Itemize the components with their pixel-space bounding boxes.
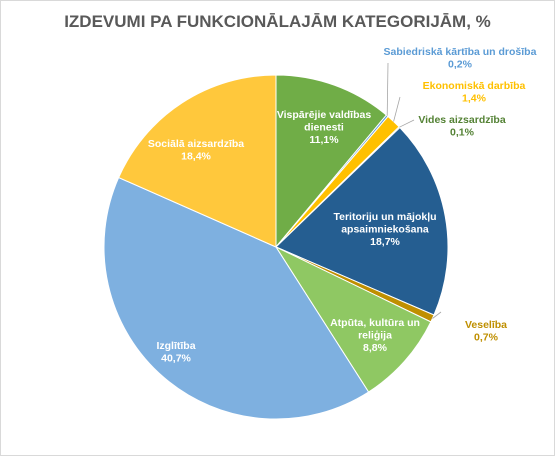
pie-slice-7 xyxy=(274,245,432,393)
slice-value-9: 18,4% xyxy=(181,151,211,163)
slice-value-5: 18,7% xyxy=(370,236,400,248)
pie-slice-9 xyxy=(118,74,277,248)
slice-value-8: 40,7% xyxy=(161,353,191,365)
pie-slice-5 xyxy=(275,126,449,316)
slice-label-3: Ekonomiskā darbība xyxy=(423,80,526,92)
slice-label-4: Vides aizsardzība xyxy=(418,114,506,126)
slice-value-7: 8,8% xyxy=(363,342,388,354)
leader-line-2 xyxy=(386,62,389,116)
slice-label-9: Sociālā aizsardzība xyxy=(148,138,244,150)
pie-slice-1 xyxy=(275,74,388,249)
leader-line-6 xyxy=(432,311,442,319)
slice-label-2: Sabiedriskā kārtība un drošība xyxy=(384,46,537,58)
slice-value-1: 11,1% xyxy=(309,134,339,146)
slice-value-2: 0,2% xyxy=(448,59,473,71)
slice-value-3: 1,4% xyxy=(462,93,487,105)
slice-label-8: Izglītība xyxy=(156,340,195,352)
pie-slice-8 xyxy=(103,176,370,420)
slice-label-5: Teritoriju un mājokļu apsaimniekošana xyxy=(333,211,436,236)
slice-value-4: 0,1% xyxy=(450,127,475,139)
leader-line-3 xyxy=(393,96,401,122)
slice-label-1: Vispārējie valdības dienesti xyxy=(277,109,372,134)
slice-label-7: Atpūta, kultūra un reliģija xyxy=(330,317,420,342)
slice-label-6: Veselība xyxy=(465,319,507,331)
chart-title: IZDEVUMI PA FUNKCIONĀLAJĀM KATEGORIJĀM, … xyxy=(64,12,491,31)
slice-value-6: 0,7% xyxy=(474,332,499,344)
leader-line-4 xyxy=(399,119,415,128)
